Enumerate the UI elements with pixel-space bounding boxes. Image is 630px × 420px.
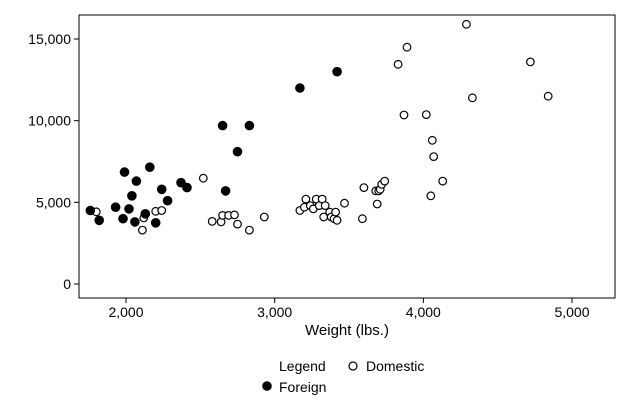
x-tick-label: 2,000	[108, 304, 143, 320]
point-foreign	[244, 120, 255, 131]
point-domestic	[320, 201, 330, 211]
point-domestic	[399, 110, 409, 120]
point-domestic	[462, 19, 471, 29]
point-domestic	[380, 176, 390, 186]
y-tick-label: 15,000	[28, 31, 71, 47]
point-foreign	[217, 120, 228, 131]
y-tick-label: 5,000	[36, 194, 71, 210]
point-foreign	[150, 218, 161, 228]
plot-frame	[78, 14, 616, 299]
point-domestic	[402, 42, 412, 52]
point-foreign	[145, 162, 155, 172]
point-foreign	[140, 209, 151, 219]
point-domestic	[468, 93, 477, 103]
x-tick-label: 3,000	[257, 304, 292, 320]
legend-title: Legend	[279, 358, 326, 374]
point-foreign	[118, 213, 128, 224]
point-domestic	[372, 199, 382, 209]
point-domestic	[331, 207, 341, 217]
point-foreign	[295, 83, 305, 93]
point-foreign	[131, 176, 142, 186]
point-foreign	[85, 205, 96, 216]
point-domestic	[393, 59, 403, 69]
x-axis-title: Weight (lbs.)	[305, 322, 389, 339]
y-tick-label: 10,000	[28, 113, 71, 129]
point-domestic	[429, 152, 439, 162]
point-domestic	[332, 215, 342, 225]
point-domestic	[526, 57, 535, 67]
point-domestic	[198, 173, 208, 183]
point-domestic	[157, 206, 167, 215]
point-domestic	[233, 219, 242, 229]
legend-marker-foreign	[262, 381, 272, 391]
point-domestic	[427, 135, 437, 145]
point-foreign	[182, 182, 192, 193]
x-axis: 2,000 3,000 4,000 5,000	[108, 298, 590, 320]
point-domestic	[137, 225, 147, 235]
point-foreign	[332, 66, 342, 77]
point-foreign	[232, 146, 243, 157]
point-domestic	[421, 110, 431, 119]
point-domestic	[340, 198, 349, 208]
point-foreign	[127, 191, 137, 201]
point-foreign	[220, 186, 231, 196]
point-domestic	[259, 212, 269, 222]
point-foreign	[130, 217, 140, 227]
legend-marker-domestic	[348, 361, 358, 371]
point-foreign	[162, 195, 173, 206]
y-axis: 0 5,000 10,000 15,000	[28, 31, 79, 292]
point-domestic	[358, 214, 367, 224]
legend: Legend Domestic Foreign	[262, 358, 424, 395]
point-foreign	[110, 202, 121, 212]
point-domestic	[359, 183, 369, 193]
point-domestic	[207, 216, 217, 226]
point-domestic	[438, 176, 448, 186]
x-tick-label: 4,000	[406, 304, 441, 320]
point-domestic	[301, 194, 311, 204]
point-domestic	[543, 91, 553, 101]
legend-label-domestic: Domestic	[366, 358, 424, 374]
point-domestic	[230, 210, 239, 220]
point-foreign	[119, 167, 130, 177]
y-tick-label: 0	[63, 276, 71, 292]
data-points	[85, 19, 553, 235]
x-tick-label: 5,000	[554, 304, 589, 320]
point-foreign	[156, 184, 167, 195]
legend-label-foreign: Foreign	[279, 379, 326, 395]
point-foreign	[94, 215, 104, 226]
point-foreign	[124, 204, 134, 214]
point-domestic	[426, 191, 436, 201]
point-domestic	[244, 225, 254, 235]
